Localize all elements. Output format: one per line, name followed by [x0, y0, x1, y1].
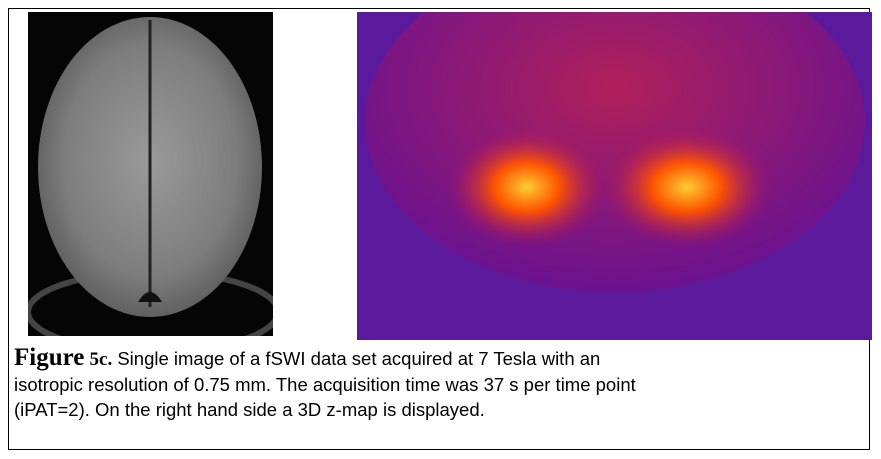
- figure-label: Figure: [14, 344, 84, 371]
- caption-line: Single image of a fSWI data set acquired…: [117, 348, 600, 369]
- swi-image: [28, 12, 273, 336]
- caption-line: isotropic resolution of 0.75 mm. The acq…: [14, 374, 636, 395]
- caption-line: (iPAT=2). On the right hand side a 3D z-…: [14, 399, 485, 420]
- figure-number: 5c.: [90, 349, 113, 370]
- page: Figure 5c. Single image of a fSWI data s…: [0, 0, 881, 459]
- z-map-image: [357, 12, 872, 340]
- caption: Figure 5c. Single image of a fSWI data s…: [14, 345, 864, 422]
